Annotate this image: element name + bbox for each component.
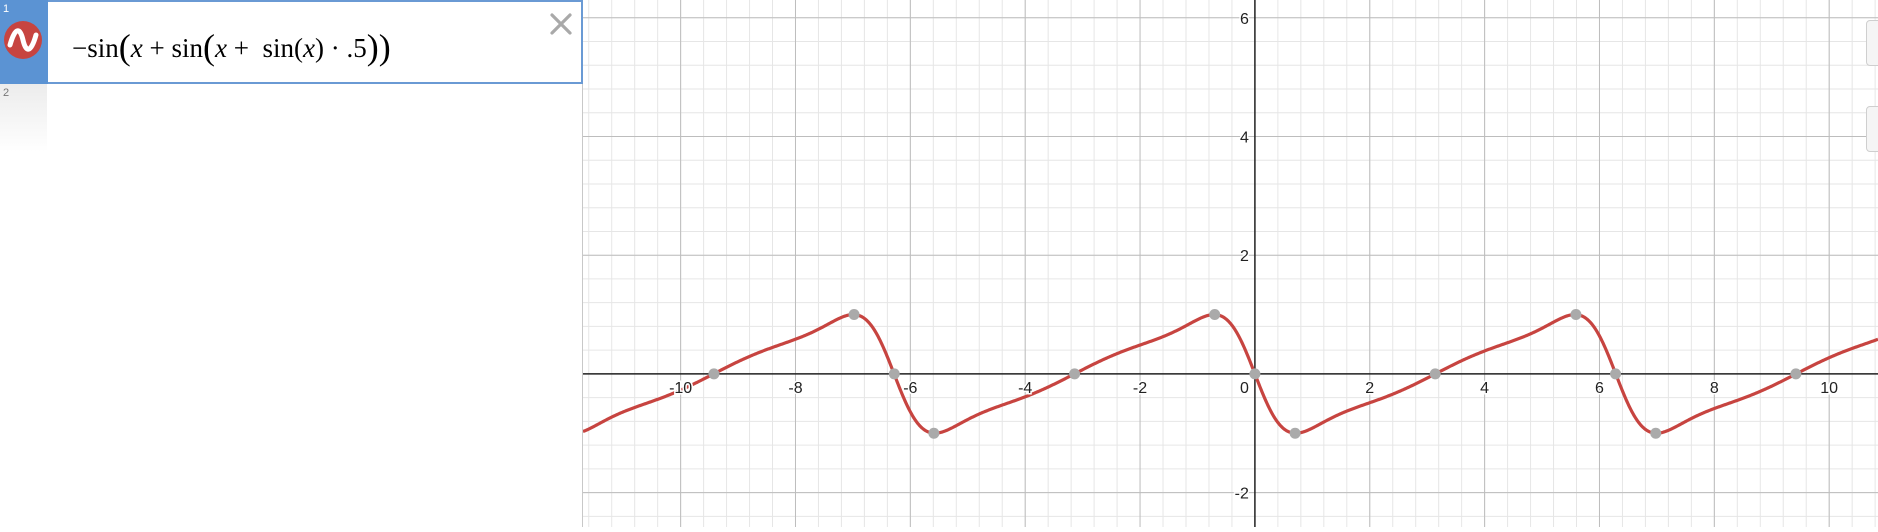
y-tick-label: 4 [1240,129,1249,146]
x-tick-label: 2 [1365,380,1374,397]
expression-gutter[interactable]: 2 [0,84,47,152]
x-tick-label: -4 [1018,380,1032,397]
expression-list: 1 −sin(x + sin(x + sin(x) · .5)) 2 [0,0,583,527]
close-paren: ) [314,33,324,63]
y-tick-label: -2 [1235,486,1249,503]
point-of-interest [1069,368,1081,380]
x-tick-label: 10 [1820,380,1838,397]
expression-row-1[interactable]: 1 −sin(x + sin(x + sin(x) · .5)) [0,0,583,84]
plus-sign: + [149,33,165,63]
y-tick-label: 6 [1240,11,1249,28]
sine-curve-icon[interactable] [4,21,42,59]
coefficient: .5 [346,33,367,63]
graph-canvas[interactable]: -10 -8 -6 -4 -2 0 2 4 6 8 10 -2 2 4 6 [582,0,1878,527]
point-of-interest [928,427,940,439]
delete-expression-button[interactable] [547,10,575,38]
variable-x: x [302,33,315,63]
close-icon [550,13,572,35]
sin-function: sin [87,33,119,63]
sin-function: sin [171,33,203,63]
point-of-interest [1289,427,1301,439]
variable-x: x [130,33,143,63]
expression-gutter[interactable]: 1 [0,0,48,84]
point-of-interest [1650,427,1662,439]
point-of-interest [848,309,860,321]
row-number: 2 [3,87,10,99]
variable-x: x [214,33,227,63]
x-tick-label: 6 [1595,380,1604,397]
x-tick-label: -2 [1133,380,1147,397]
x-tick-label: -8 [788,380,802,397]
graph-paper[interactable]: -10 -8 -6 -4 -2 0 2 4 6 8 10 -2 2 4 6 [582,0,1878,527]
x-tick-label: 8 [1710,380,1719,397]
point-of-interest [1610,368,1622,380]
x-tick-label: 0 [1240,380,1249,397]
x-tick-label: -6 [903,380,917,397]
open-paren: ( [293,33,303,63]
x-tick-label: 4 [1480,380,1489,397]
point-of-interest [1790,368,1802,380]
row-number: 1 [3,3,10,15]
point-of-interest [1209,309,1221,321]
open-paren: ( [202,27,215,67]
sin-function: sin [262,33,294,63]
point-of-interest [888,368,900,380]
close-paren: ) [366,27,379,67]
function-curve [582,312,1878,435]
point-of-interest [1429,368,1441,380]
plus-sign: + [233,33,249,63]
expression-row-2[interactable]: 2 [0,84,583,152]
point-of-interest [708,368,720,380]
minus-sign: − [72,33,88,63]
y-tick-label: 2 [1240,248,1249,265]
point-of-interest [1249,368,1261,380]
zoom-out-button[interactable] [1866,106,1878,152]
multiply-dot: · [330,33,340,63]
close-paren: ) [378,27,391,67]
point-of-interest [1570,309,1582,321]
open-paren: ( [118,27,131,67]
x-tick-label: -10 [669,380,692,397]
expression-formula[interactable]: −sin(x + sin(x + sin(x) · .5)) [72,24,391,67]
zoom-in-button[interactable] [1866,20,1878,66]
